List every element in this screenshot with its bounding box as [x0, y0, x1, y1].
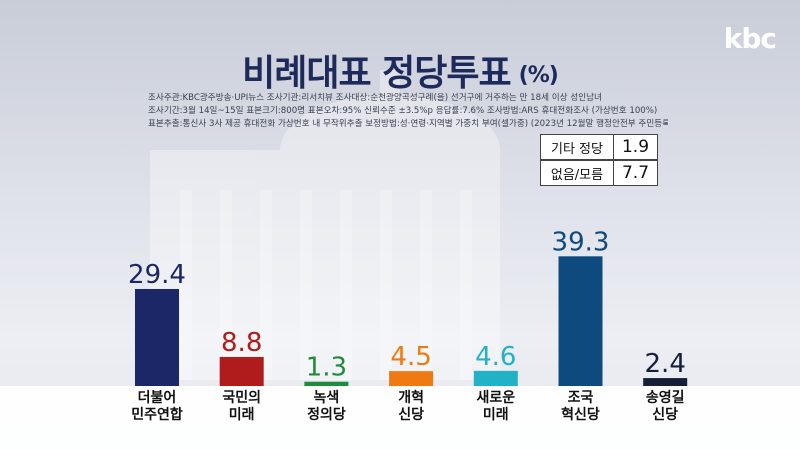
meta-line: 조사기간:3월 14일~15일 표본크기:800명 표본오차:95% 신뢰수준 … — [148, 106, 658, 116]
category-label-5: 조국 혁신당 — [561, 390, 600, 423]
category-label-2: 녹색 정의당 — [307, 390, 346, 423]
bar-0 — [135, 288, 179, 386]
bar-3 — [389, 371, 434, 386]
other-party-label: 기타 정당 — [540, 134, 614, 160]
meta-line: 조사주관:KBC광주방송·UPI뉴스 조사기관:리서치뷰 조사대상:순천광양곡성… — [148, 93, 602, 103]
bar-4 — [473, 370, 518, 386]
none-unknown-box: 없음/모름 7.7 — [540, 160, 658, 186]
chart-title: 비례대표 정당투표 (%) — [0, 44, 800, 96]
bar-1 — [219, 356, 264, 386]
bar-value-label-0: 29.4 — [128, 260, 186, 290]
bar-value-label-4: 4.6 — [475, 342, 516, 372]
bar-5 — [558, 256, 603, 386]
chart-unit: (%) — [518, 63, 559, 88]
category-label-4: 새로운 미래 — [476, 390, 516, 423]
kbc-logo: kbc — [723, 22, 777, 55]
survey-metadata: 조사주관:KBC광주방송·UPI뉴스 조사기관:리서치뷰 조사대상:순천광양곡성… — [148, 92, 668, 131]
bar-value-label-1: 8.8 — [221, 328, 262, 358]
none-unknown-label: 없음/모름 — [540, 160, 614, 186]
label-band — [0, 386, 800, 450]
bar-2 — [304, 381, 349, 386]
category-label-0: 더불어 민주연합 — [131, 390, 183, 423]
bar-value-label-6: 2.4 — [645, 349, 686, 379]
category-label-6: 송영길 신당 — [645, 390, 685, 423]
category-label-1: 국민의 미래 — [222, 390, 261, 423]
bar-value-label-3: 4.5 — [390, 342, 431, 372]
category-label-3: 개혁 신당 — [398, 390, 424, 423]
other-party-box: 기타 정당 1.9 — [540, 134, 658, 160]
chart-title-text: 비례대표 정당투표 — [242, 53, 511, 94]
other-party-value: 1.9 — [614, 134, 658, 160]
bar-value-label-2: 1.3 — [306, 353, 347, 383]
meta-line: 표본추출:통신사 3사 제공 휴대전화 가상번호 내 무작위추출 보정방법:성·… — [148, 119, 668, 129]
bar-value-label-5: 39.3 — [552, 227, 610, 257]
none-unknown-value: 7.7 — [614, 160, 658, 186]
bar-6 — [643, 378, 688, 386]
